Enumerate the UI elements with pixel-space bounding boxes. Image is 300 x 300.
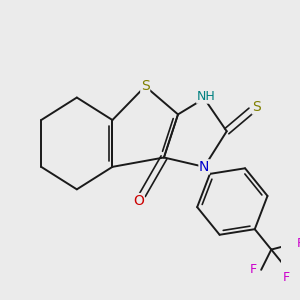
Text: S: S (252, 100, 261, 114)
Text: N: N (199, 160, 209, 174)
Text: NH: NH (197, 90, 215, 103)
Text: F: F (250, 263, 257, 276)
Text: S: S (141, 79, 150, 93)
Text: O: O (133, 194, 144, 208)
Text: F: F (297, 237, 300, 250)
Text: F: F (283, 271, 290, 284)
